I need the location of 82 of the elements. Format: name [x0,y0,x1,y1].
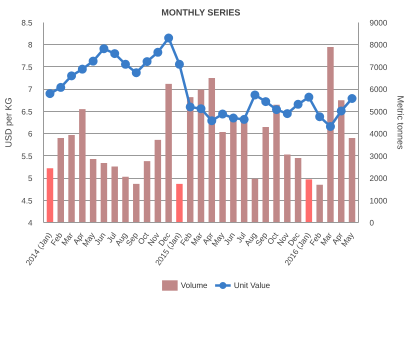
legend-label: Unit Value [234,281,271,290]
point [272,105,282,114]
y-axis-title: USD per KG [3,97,14,148]
point [228,114,238,123]
point [67,71,76,80]
bar [252,178,258,222]
point [348,94,357,103]
y-tick-label: 8.5 [21,18,34,28]
bar [144,161,150,222]
y2-tick-label: 7000 [370,62,388,72]
bar [338,100,344,222]
bar [284,154,291,222]
point [153,48,162,57]
y2-tick-label: 6000 [370,85,388,94]
point [186,102,195,112]
bar [176,184,183,222]
y-tick-label: 4 [28,218,34,228]
bar [208,78,216,222]
bar [240,122,248,222]
y2-tick-label: 1000 [370,196,388,206]
point [56,82,66,92]
y-tick-label: 6.5 [21,107,34,116]
point [164,34,174,43]
point [120,60,130,69]
y-tick-label: 4.5 [21,196,34,206]
bar [327,46,334,222]
point [196,104,206,114]
bar [133,184,140,222]
bar [111,166,118,222]
point [250,90,260,100]
bar [186,97,194,222]
bar [68,134,75,222]
y2-tick-label: 4000 [370,130,388,139]
bar [100,162,108,222]
bar [58,138,64,222]
y2-tick-label: 9000 [370,18,388,28]
bar [219,132,226,222]
point [132,68,141,78]
point [218,110,228,119]
legend-label: Volume [180,281,208,290]
y2-tick-label: 8000 [370,40,388,50]
chart-title: MONTHLY SERIES [161,8,240,18]
y2-tick-label: 3000 [370,152,388,161]
point [261,97,270,106]
point [142,57,152,66]
point [207,116,216,126]
bar [79,109,86,222]
y-tick-label: 7.5 [21,62,34,72]
point [110,49,120,58]
bar [273,104,280,222]
y2-axis-title: Metric tonnes [395,95,406,150]
point [45,89,54,98]
point [315,112,324,122]
bar [154,140,162,222]
bar [294,158,302,222]
bar [122,176,129,222]
point [174,60,184,69]
point [294,100,303,109]
bar [165,84,172,222]
bar [90,158,96,222]
y2-tick-label: 0 [370,218,374,228]
bar [348,138,356,222]
y-tick-label: 5 [28,174,34,184]
point [99,44,108,54]
bar [46,168,54,222]
bar [230,119,237,222]
bar [316,184,323,222]
point [336,106,346,116]
bar [262,126,269,222]
y2-tick-label: 5000 [370,107,388,116]
point [326,122,335,131]
y-tick-label: 8 [28,40,34,50]
point [78,64,87,74]
point [304,92,314,102]
y-tick-label: 5.5 [21,152,34,161]
point [240,114,249,124]
point [282,109,292,118]
y2-tick-label: 2000 [370,174,388,184]
y-tick-label: 7 [28,85,34,94]
bar [306,179,312,222]
point [88,56,98,66]
y-tick-label: 6 [28,130,34,139]
